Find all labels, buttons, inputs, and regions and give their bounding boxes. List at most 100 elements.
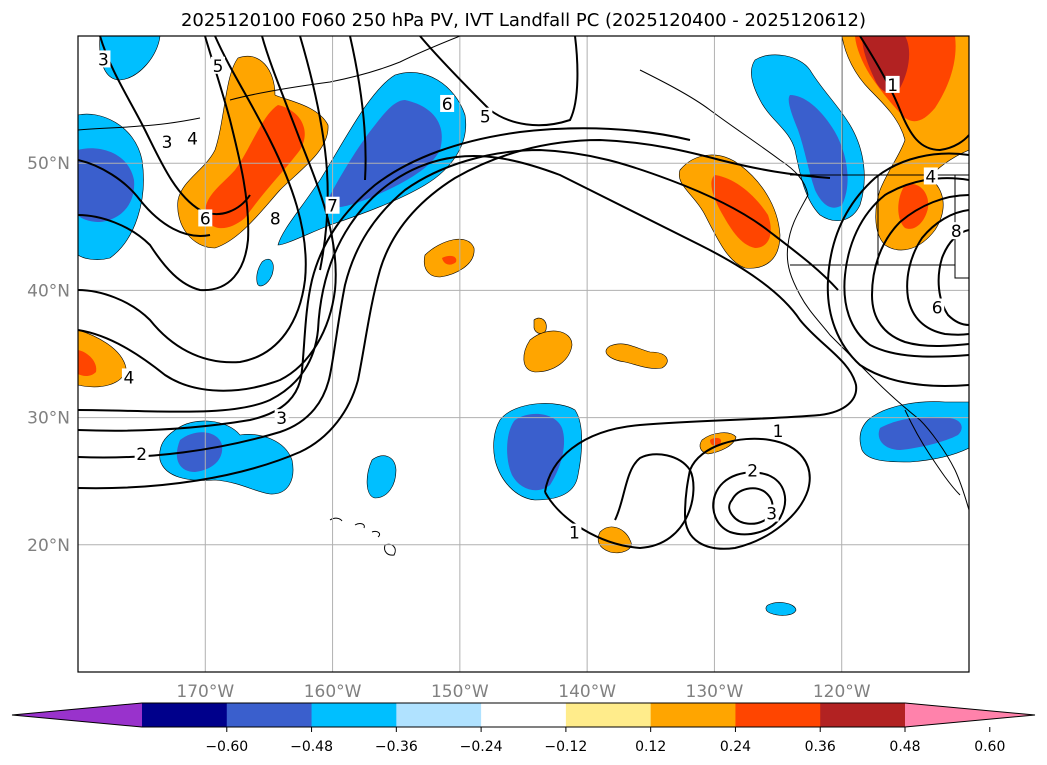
hawaii-4 [384, 543, 396, 556]
colorbar-segment [735, 703, 821, 727]
coast-baja [904, 409, 961, 496]
shade-neg-8-core [878, 416, 962, 450]
shade-pos-8-core [710, 437, 722, 446]
shade-neg-4-core [176, 432, 223, 472]
lat-tick-label: 20°N [27, 536, 70, 556]
contour-ring-2 [712, 471, 787, 536]
contour-label-bg [771, 421, 786, 439]
contour-2-inner [78, 127, 691, 432]
lat-tick-label: 50°N [27, 154, 70, 174]
contour-west-5 [78, 159, 211, 237]
colorbar-tick-label: 0.36 [805, 739, 836, 755]
lat-tick-label: 40°N [27, 281, 70, 301]
contour-label-bg [325, 196, 340, 214]
contour-label-bg [211, 56, 226, 74]
contour-label: 2 [747, 461, 758, 481]
lon-tick-label: 140°W [558, 682, 616, 702]
contour-label: 2 [136, 445, 147, 465]
lon-tick-label: 130°W [686, 682, 744, 702]
colorbar-tick-label: 0.48 [889, 739, 920, 755]
contour-label-bg [885, 75, 900, 93]
lat-tick-labels: 50°N 40°N 30°N 20°N [27, 154, 70, 556]
contour-label: 7 [327, 197, 338, 217]
contour-label-bg [567, 523, 582, 541]
shade-neg-small-1 [256, 258, 274, 287]
shade-neg-1-core [78, 148, 135, 222]
lon-tick-label: 150°W [431, 682, 489, 702]
contour-label: 8 [951, 222, 962, 242]
contour-label-bg [440, 94, 455, 112]
contour-label-bg [274, 409, 289, 427]
hawaii-3 [371, 531, 381, 538]
contour-mid-3 [419, 36, 579, 127]
contour-east-2 [870, 194, 969, 347]
contour-label: 5 [213, 57, 224, 77]
contour-label: 8 [270, 209, 281, 229]
colorbar-tick-label: 0.24 [720, 739, 751, 755]
coast-aleutians [78, 117, 201, 131]
contour-label: 3 [766, 505, 777, 525]
shade-neg-7-core [788, 95, 848, 208]
contour-label: 3 [276, 409, 287, 429]
shade-pos-4 [523, 330, 573, 373]
contour-1-loop [544, 453, 695, 550]
colorbar-tick-label: −0.24 [460, 739, 503, 755]
colorbar-outline [11, 702, 1036, 728]
contour-west-3 [78, 36, 250, 292]
shade-pos-3 [533, 317, 547, 334]
colorbar-segment [142, 703, 228, 727]
contour-label-bg [930, 298, 945, 316]
colorbar-segment [311, 703, 397, 727]
contour-label: 4 [124, 368, 135, 388]
lon-tick-label: 160°W [304, 682, 362, 702]
contour-3-east [78, 138, 831, 490]
contour-label: 6 [932, 298, 943, 318]
colorbar-segment [565, 703, 652, 727]
shade-pos-5 [605, 343, 668, 369]
colorbar-segment [820, 703, 906, 727]
lon-tick-label: 170°W [176, 682, 234, 702]
colorbar-tick-label: −0.60 [205, 739, 248, 755]
contour-label: 6 [200, 209, 211, 229]
contour-label-bg [96, 50, 111, 68]
contour-label-bg [949, 222, 964, 240]
contour-east-5 [826, 152, 969, 387]
contour-west-1 [78, 36, 307, 364]
shade-pos-2-core [442, 255, 457, 265]
contour-1-east [78, 155, 858, 493]
hawaii-1 [329, 517, 343, 522]
shade-pos-1-core [204, 105, 305, 229]
contour-label-bg [923, 167, 938, 185]
colorbar-tick-label: 0.12 [635, 739, 666, 755]
contour-label-bg [745, 461, 760, 479]
contour-label: 6 [442, 95, 453, 115]
colorbar-extend-max [905, 703, 1035, 727]
lat-tick-label: 30°N [27, 409, 70, 429]
ivt-contours [78, 36, 969, 550]
contour-label: 3 [98, 50, 109, 70]
contour-label-bg [160, 133, 175, 151]
colorbar-segment [481, 703, 567, 727]
contour-mid-2 [349, 36, 367, 181]
colorbar-tick-label: −0.36 [375, 739, 418, 755]
contour-label-bg [478, 107, 493, 125]
coast-alaska [229, 36, 461, 101]
border-state-3 [954, 175, 969, 279]
contour-label: 3 [162, 133, 173, 153]
map-frame [77, 35, 970, 673]
colorbar-segment [396, 703, 482, 727]
contour-east-3 [906, 209, 969, 336]
colorbar-segment [650, 703, 736, 727]
contour-east-1 [843, 177, 969, 358]
contour-label-bg [185, 129, 200, 147]
contour-label: 1 [773, 422, 784, 442]
contour-west-2 [78, 36, 337, 392]
shade-neg-6-core [507, 413, 565, 491]
contour-label-bg [121, 368, 136, 386]
lon-tick-label: 120°W [813, 682, 871, 702]
contour-west-4 [99, 36, 251, 215]
map-title: 2025120100 F060 250 hPa PV, IVT Landfall… [180, 10, 867, 31]
colorbar-segment [226, 703, 313, 727]
